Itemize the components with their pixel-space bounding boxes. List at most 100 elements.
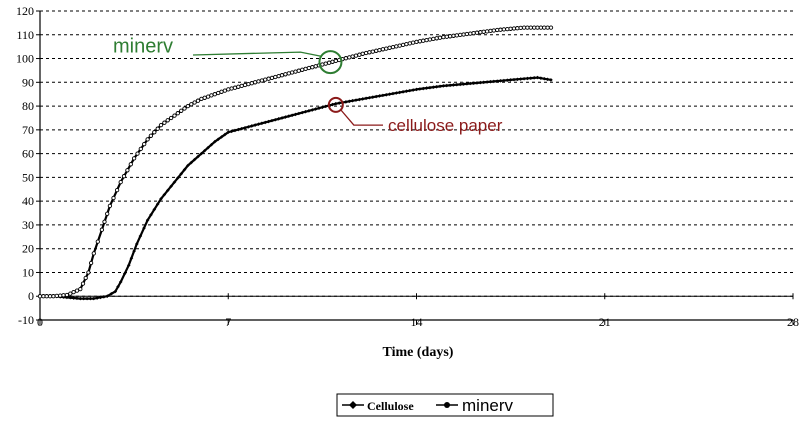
data-point	[256, 122, 261, 127]
data-point	[172, 113, 177, 118]
data-point	[149, 213, 153, 217]
data-point	[444, 83, 449, 88]
data-point	[182, 167, 187, 172]
data-point	[159, 196, 163, 201]
data-point	[246, 81, 251, 87]
data-point	[95, 296, 99, 300]
data-point	[448, 83, 452, 88]
data-point	[37, 294, 43, 299]
data-point	[126, 263, 131, 268]
y-tick-label: 50	[22, 170, 34, 184]
data-point	[481, 80, 486, 85]
data-point	[206, 145, 210, 150]
data-point	[397, 90, 402, 95]
data-point	[492, 79, 496, 84]
data-point	[323, 61, 328, 66]
data-point	[414, 39, 419, 45]
data-point	[239, 126, 244, 131]
data-point	[384, 92, 389, 97]
data-point	[441, 84, 446, 88]
data-point	[542, 25, 547, 30]
data-point	[360, 97, 365, 101]
x-axis-title: Time (days)	[383, 345, 454, 360]
data-point	[307, 109, 311, 113]
data-point	[44, 294, 49, 299]
data-point	[296, 68, 301, 73]
data-point	[404, 89, 409, 94]
data-point	[518, 25, 523, 31]
annotation-minerv: minerv	[113, 36, 343, 75]
data-point	[202, 148, 207, 153]
data-point	[485, 80, 489, 84]
data-point	[276, 117, 281, 121]
data-point	[138, 234, 143, 238]
data-point	[75, 296, 79, 301]
data-point	[189, 160, 194, 165]
data-point	[549, 78, 553, 82]
data-point	[387, 45, 392, 50]
data-point	[99, 227, 105, 232]
data-point	[109, 292, 114, 296]
series-cellulose	[38, 75, 553, 301]
data-point	[145, 137, 150, 142]
data-point	[61, 293, 66, 298]
data-point	[360, 51, 365, 56]
data-point	[279, 73, 285, 78]
data-point	[310, 108, 315, 112]
y-tick-label: 110	[16, 28, 34, 42]
data-point	[85, 296, 89, 301]
data-point	[474, 30, 480, 35]
data-point	[391, 91, 395, 96]
data-point	[458, 32, 463, 38]
data-point	[165, 118, 170, 123]
data-point	[64, 292, 70, 298]
data-point	[88, 296, 93, 301]
data-point	[113, 289, 118, 294]
data-point	[186, 163, 190, 168]
data-point	[266, 119, 271, 124]
data-point	[384, 46, 389, 51]
y-tick-label: 10	[22, 265, 34, 279]
data-point	[263, 120, 268, 125]
data-point	[344, 100, 348, 104]
data-point	[313, 107, 318, 111]
data-point	[289, 70, 295, 75]
annotation-label-minerv: minerv	[113, 36, 173, 58]
data-point	[128, 162, 133, 167]
data-point	[236, 127, 241, 132]
data-point	[81, 296, 86, 301]
data-point	[330, 102, 335, 107]
data-point	[387, 92, 392, 96]
data-point	[353, 53, 359, 58]
data-point	[461, 82, 466, 86]
annotation-leader	[340, 109, 383, 126]
data-point	[350, 54, 355, 59]
data-point	[78, 296, 83, 301]
data-point	[367, 95, 372, 100]
data-point	[350, 98, 355, 103]
data-point	[216, 137, 220, 142]
data-point	[158, 122, 164, 128]
data-point	[105, 211, 110, 216]
data-point	[548, 25, 554, 30]
data-point	[293, 112, 298, 117]
data-point	[464, 31, 470, 37]
data-point	[243, 125, 247, 130]
data-point	[129, 256, 134, 260]
data-point	[290, 113, 294, 118]
data-point	[545, 77, 550, 82]
data-point	[116, 284, 120, 289]
data-point	[545, 25, 550, 30]
data-point	[542, 76, 547, 81]
data-point	[273, 74, 278, 80]
data-point	[333, 58, 338, 64]
data-point	[142, 226, 146, 230]
data-point	[461, 32, 466, 37]
data-point	[199, 151, 204, 156]
data-point	[86, 270, 91, 275]
data-point	[196, 154, 200, 159]
data-point	[280, 116, 284, 120]
data-point	[424, 86, 429, 90]
data-point	[468, 31, 473, 36]
data-point	[522, 76, 526, 81]
